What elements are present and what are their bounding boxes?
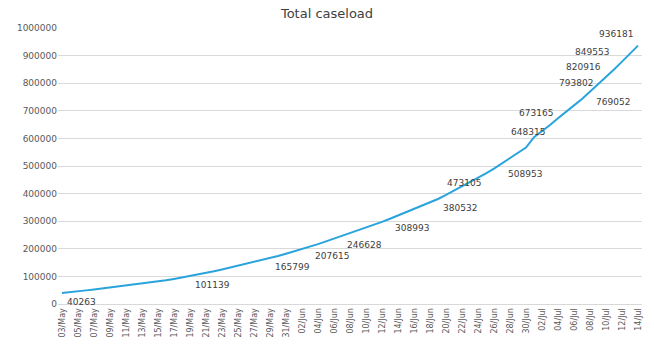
svg-text:Total caseload: Total caseload — [280, 6, 373, 21]
svg-text:09/May: 09/May — [106, 308, 115, 338]
svg-text:21/May: 21/May — [202, 308, 211, 338]
svg-text:24/Jun: 24/Jun — [474, 308, 483, 333]
svg-text:308993: 308993 — [395, 223, 429, 233]
svg-text:06/Jun: 06/Jun — [330, 308, 339, 333]
svg-text:14/Jul: 14/Jul — [634, 308, 643, 331]
svg-text:30/Jun: 30/Jun — [522, 308, 531, 333]
svg-text:05/May: 05/May — [74, 308, 83, 338]
svg-text:13/May: 13/May — [138, 308, 147, 338]
svg-text:936181: 936181 — [599, 29, 633, 39]
svg-text:0: 0 — [51, 299, 57, 309]
svg-text:473105: 473105 — [447, 178, 481, 188]
svg-text:40263: 40263 — [67, 297, 96, 307]
svg-text:29/May: 29/May — [266, 308, 275, 338]
svg-text:18/Jun: 18/Jun — [426, 308, 435, 333]
svg-text:508953: 508953 — [508, 169, 542, 179]
svg-text:03/May: 03/May — [58, 308, 67, 338]
svg-text:08/Jun: 08/Jun — [346, 308, 355, 333]
svg-text:200000: 200000 — [23, 244, 58, 254]
svg-text:31/May: 31/May — [282, 308, 291, 338]
svg-text:400000: 400000 — [23, 189, 58, 199]
svg-text:246628: 246628 — [347, 240, 382, 250]
svg-text:207615: 207615 — [315, 251, 349, 261]
svg-text:11/May: 11/May — [122, 308, 131, 338]
svg-text:101139: 101139 — [195, 280, 230, 290]
svg-text:100000: 100000 — [23, 272, 58, 282]
svg-text:800000: 800000 — [23, 78, 58, 88]
svg-text:27/May: 27/May — [250, 308, 259, 338]
svg-text:06/Jul: 06/Jul — [570, 308, 579, 331]
svg-text:19/May: 19/May — [186, 308, 195, 338]
svg-text:16/Jun: 16/Jun — [410, 308, 419, 333]
svg-text:08/Jul: 08/Jul — [586, 308, 595, 331]
svg-text:25/May: 25/May — [234, 308, 243, 338]
svg-text:07/May: 07/May — [90, 308, 99, 338]
svg-text:165799: 165799 — [275, 262, 310, 272]
svg-text:28/Jun: 28/Jun — [506, 308, 515, 333]
svg-text:12/Jun: 12/Jun — [378, 308, 387, 333]
svg-text:15/May: 15/May — [154, 308, 163, 338]
svg-text:820916: 820916 — [566, 62, 601, 72]
svg-text:23/May: 23/May — [218, 308, 227, 338]
svg-text:22/Jun: 22/Jun — [458, 308, 467, 333]
svg-text:769052: 769052 — [596, 97, 630, 107]
svg-text:04/Jul: 04/Jul — [554, 308, 563, 331]
svg-text:600000: 600000 — [23, 134, 58, 144]
svg-text:673165: 673165 — [519, 108, 553, 118]
svg-text:500000: 500000 — [23, 161, 58, 171]
svg-text:02/Jun: 02/Jun — [298, 308, 307, 333]
svg-text:849553: 849553 — [575, 47, 609, 57]
svg-text:380532: 380532 — [443, 203, 477, 213]
svg-text:17/May: 17/May — [170, 308, 179, 338]
svg-text:300000: 300000 — [23, 216, 58, 226]
svg-text:20/Jun: 20/Jun — [442, 308, 451, 333]
svg-text:793802: 793802 — [559, 78, 593, 88]
svg-text:04/Jun: 04/Jun — [314, 308, 323, 333]
svg-text:02/Jul: 02/Jul — [538, 308, 547, 331]
svg-text:26/Jun: 26/Jun — [490, 308, 499, 333]
svg-text:10/Jun: 10/Jun — [362, 308, 371, 333]
svg-text:12/Jul: 12/Jul — [618, 308, 627, 331]
svg-text:900000: 900000 — [23, 51, 58, 61]
svg-text:700000: 700000 — [23, 106, 58, 116]
svg-text:1000000: 1000000 — [17, 23, 57, 33]
svg-text:10/Jul: 10/Jul — [602, 308, 611, 331]
svg-text:648315: 648315 — [511, 127, 545, 137]
svg-text:14/Jun: 14/Jun — [394, 308, 403, 333]
